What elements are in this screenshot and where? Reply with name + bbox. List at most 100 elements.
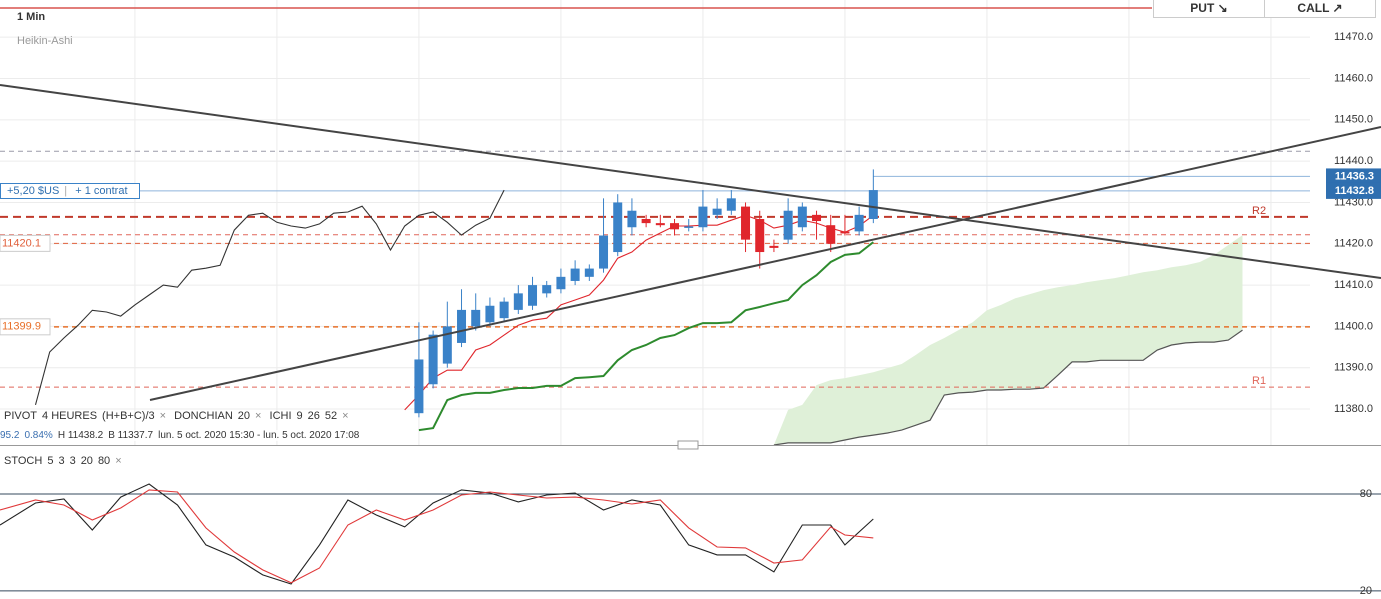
candle-body <box>641 218 651 224</box>
main-panel <box>0 0 1310 445</box>
y-tick-label: 11470.0 <box>1334 31 1373 43</box>
y-tick-label: 11390.0 <box>1334 362 1373 374</box>
price-tag-label: 11432.8 <box>1335 185 1374 197</box>
candle-body <box>712 208 722 215</box>
level-tag <box>0 318 51 336</box>
level-label: R1 <box>1252 375 1266 387</box>
candle-body <box>797 206 807 228</box>
info: 95.2 <box>0 430 20 441</box>
candle-body <box>868 190 878 219</box>
indicator-param: 5 <box>47 455 54 467</box>
candle-body <box>442 326 452 364</box>
level-label: R2 <box>1252 205 1266 217</box>
price-tag-label: 11436.3 <box>1335 170 1374 182</box>
candle-body <box>499 301 509 319</box>
candle-body <box>457 309 467 343</box>
y-tick-label: 80 <box>1360 488 1372 500</box>
candle-body <box>670 223 680 230</box>
remove[interactable]: × <box>342 410 349 422</box>
candle-body <box>414 359 424 414</box>
indicator: PIVOT <box>4 410 38 422</box>
candle-body <box>726 198 736 211</box>
candle-body <box>485 305 495 323</box>
indicator-line <box>34 189 505 406</box>
level-tag-label: 11399.9 <box>2 321 41 333</box>
info-line: 95.2 0.84% H 11438.2 B 11337.7 lun. 5 oct. 2… <box>0 430 365 441</box>
candle-body <box>755 218 765 253</box>
indicator-param: 3 <box>58 455 65 467</box>
position-size: + 1 contrat <box>75 185 128 197</box>
remove[interactable]: × <box>255 410 262 422</box>
candle-body <box>783 210 793 240</box>
indicator-param: 26 <box>307 410 320 422</box>
stoch-legend: STOCH 5 3 3 20 80 × <box>4 455 127 467</box>
chart-style: Heikin-Ashi <box>17 35 73 47</box>
indicator-param: 80 <box>97 455 111 467</box>
y-tick-label: 11450.0 <box>1334 114 1373 126</box>
cloud <box>773 235 1243 445</box>
resize-handle[interactable] <box>677 440 699 450</box>
position-box[interactable]: +5,20 $US | + 1 contrat <box>0 183 140 199</box>
candle-body <box>584 268 594 277</box>
indicator-param: 4 HEURES <box>42 410 98 422</box>
remove[interactable]: × <box>159 410 167 422</box>
call-button[interactable]: CALL ↗ <box>1264 0 1376 18</box>
info: lun. 5 oct. 2020 15:30 - lun. 5 oct. 202… <box>158 430 360 441</box>
candle-body <box>599 235 609 269</box>
candle-body <box>826 225 836 244</box>
candle-body <box>471 309 481 327</box>
y-tick-label: 11420.0 <box>1334 238 1373 250</box>
y-tick-label: 11440.0 <box>1334 155 1373 167</box>
candle-body <box>613 202 623 253</box>
candle-body <box>513 293 523 310</box>
info: 0.84% <box>24 430 53 441</box>
candle-body <box>684 226 694 228</box>
trend-line <box>0 84 1381 279</box>
price-tag <box>1326 182 1381 199</box>
candle-body <box>428 334 438 385</box>
indicator-param: 20 <box>80 455 93 467</box>
cloud-lower-line <box>773 329 1243 445</box>
indicator-param: 3 <box>69 455 76 467</box>
position-pnl: +5,20 $US <box>7 185 60 197</box>
y-tick-label: 11460.0 <box>1334 72 1373 84</box>
candle-body <box>528 285 538 306</box>
candle-body <box>840 231 850 234</box>
y-tick-label: 20 <box>1360 585 1372 597</box>
candle-body <box>741 206 751 240</box>
y-tick-label: 11430.0 <box>1334 196 1373 208</box>
indicator-param: 20 <box>237 410 251 422</box>
stoch-line <box>0 483 874 585</box>
candle-body <box>570 268 580 281</box>
y-tick-label: 11410.0 <box>1334 279 1373 291</box>
price-tag <box>1326 168 1381 185</box>
timeframe: 1 Min <box>17 11 46 23</box>
info: B 11337.7 <box>108 430 154 441</box>
candle-body <box>698 206 708 228</box>
indicator: STOCH <box>4 455 43 467</box>
trend-line <box>149 126 1381 401</box>
indicator-param: 9 <box>296 410 303 422</box>
candle-body <box>769 245 779 248</box>
candle-body <box>556 276 566 290</box>
info: H 11438.2 <box>57 430 104 441</box>
remove[interactable]: × <box>115 455 122 467</box>
put-button[interactable]: PUT ↘ <box>1153 0 1265 18</box>
candle-body <box>655 223 665 226</box>
candle-body <box>812 214 822 222</box>
candle-body <box>627 210 637 228</box>
y-tick-label: 11380.0 <box>1334 403 1373 415</box>
indicator-param: (H+B+C)/3 <box>102 410 155 422</box>
overlay: 11380.0 11390.0 11400.0 11410.0 11420.0 11430… <box>0 7 1381 450</box>
indicator-legend: PIVOT 4 HEURES (H+B+C)/3 × DONCHIAN 20 × ICHI… <box>4 410 354 422</box>
indicator: ICHI <box>269 410 292 422</box>
candle-body <box>542 285 552 294</box>
y-tick-label: 11400.0 <box>1334 320 1373 332</box>
level-tag <box>0 234 51 252</box>
indicator-line <box>418 241 874 432</box>
indicator: DONCHIAN <box>174 410 233 422</box>
stoch-line <box>0 489 874 584</box>
